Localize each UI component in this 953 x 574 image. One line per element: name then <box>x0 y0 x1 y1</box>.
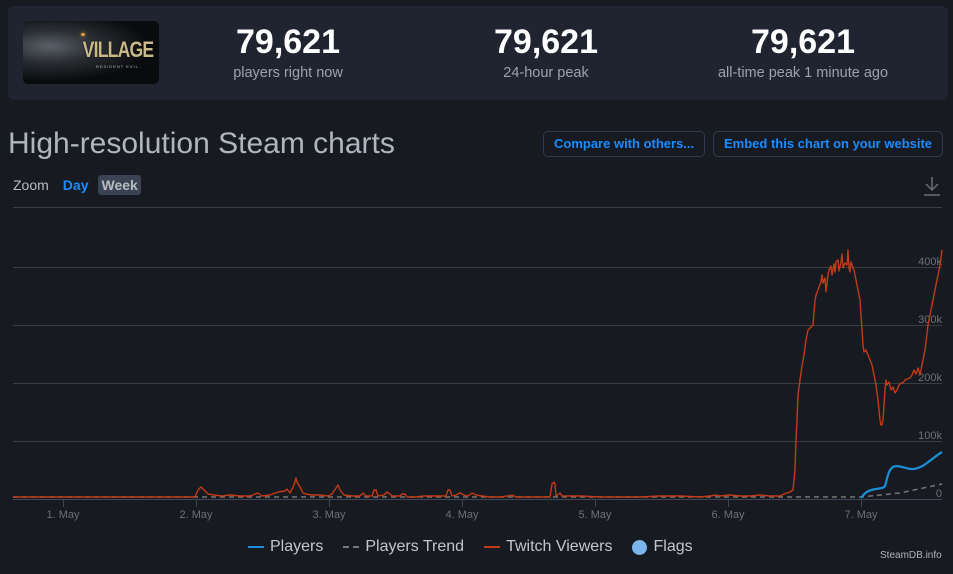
steam-chart[interactable]: 400k 300k 200k 100k 0 1. May 2. May 3. M… <box>0 208 953 528</box>
download-icon[interactable] <box>922 175 942 197</box>
compare-button[interactable]: Compare with others... <box>543 131 706 157</box>
y-tick-300k: 300k <box>918 314 942 326</box>
grid-lines <box>13 267 942 442</box>
stat-label: players right now <box>233 65 343 81</box>
x-tick-may-4: 4. May <box>445 509 479 521</box>
stat-label: 24-hour peak <box>503 65 589 81</box>
stat-label: all-time peak 1 minute ago <box>717 65 889 81</box>
stat-players-now: 79,621 players right now <box>208 22 368 82</box>
x-tick-may-5: 5. May <box>578 509 612 521</box>
x-tick-may-1: 1. May <box>46 509 80 521</box>
x-axis-ticks <box>63 499 862 507</box>
steamdb-credit[interactable]: SteamDB.info <box>880 550 942 561</box>
game-art-eye <box>81 33 85 36</box>
header-divider <box>13 207 942 208</box>
twitch-swatch <box>484 546 501 548</box>
stat-all-time-peak: 79,621 all-time peak 1 minute ago <box>703 22 903 82</box>
stat-value: 79,621 <box>236 23 340 61</box>
legend-flags[interactable]: Flags <box>632 538 693 556</box>
chart-legend: Players Players Trend Twitch Viewers Fla… <box>248 538 713 556</box>
y-tick-100k: 100k <box>918 430 942 442</box>
flags-dot-icon <box>632 539 648 555</box>
game-capsule-image[interactable]: VILLAGE RESIDENT EVIL. <box>23 21 159 84</box>
players-trend-swatch <box>343 546 360 548</box>
x-tick-may-6: 6. May <box>711 509 745 521</box>
y-tick-200k: 200k <box>918 372 942 384</box>
stat-value: 79,621 <box>751 23 855 61</box>
legend-players-trend[interactable]: Players Trend <box>343 538 464 556</box>
x-tick-may-2: 2. May <box>179 509 213 521</box>
players-swatch <box>248 546 264 548</box>
zoom-label: Zoom <box>13 177 49 193</box>
page-title: High-resolution Steam charts <box>8 127 395 160</box>
y-axis-labels: 400k 300k 200k 100k 0 <box>918 256 942 500</box>
stat-24h-peak: 79,621 24-hour peak <box>466 22 626 82</box>
twitch-viewers-line[interactable] <box>13 249 943 498</box>
x-tick-may-7: 7. May <box>844 509 878 521</box>
legend-label: Players Trend <box>365 538 465 555</box>
x-axis-labels: 1. May 2. May 3. May 4. May 5. May 6. Ma… <box>46 509 878 521</box>
x-tick-may-3: 3. May <box>312 509 346 521</box>
game-logo-subtext: RESIDENT EVIL. <box>95 64 141 69</box>
zoom-day-button[interactable]: Day <box>62 177 89 193</box>
y-tick-0: 0 <box>936 488 942 500</box>
game-logo-text: VILLAGE <box>82 37 153 62</box>
zoom-week-button[interactable]: Week <box>98 175 141 195</box>
stat-value: 79,621 <box>494 23 598 61</box>
legend-label: Players <box>270 538 324 555</box>
players-line[interactable] <box>860 451 943 499</box>
legend-twitch-viewers[interactable]: Twitch Viewers <box>484 538 612 556</box>
zoom-selector: Zoom Day Week <box>13 174 141 196</box>
legend-players[interactable]: Players <box>248 538 323 556</box>
y-tick-400k: 400k <box>918 256 942 268</box>
embed-chart-button[interactable]: Embed this chart on your website <box>713 131 944 157</box>
legend-label: Twitch Viewers <box>506 538 613 555</box>
stats-bar: VILLAGE RESIDENT EVIL. 79,621 players ri… <box>8 6 948 100</box>
legend-label: Flags <box>653 538 693 555</box>
